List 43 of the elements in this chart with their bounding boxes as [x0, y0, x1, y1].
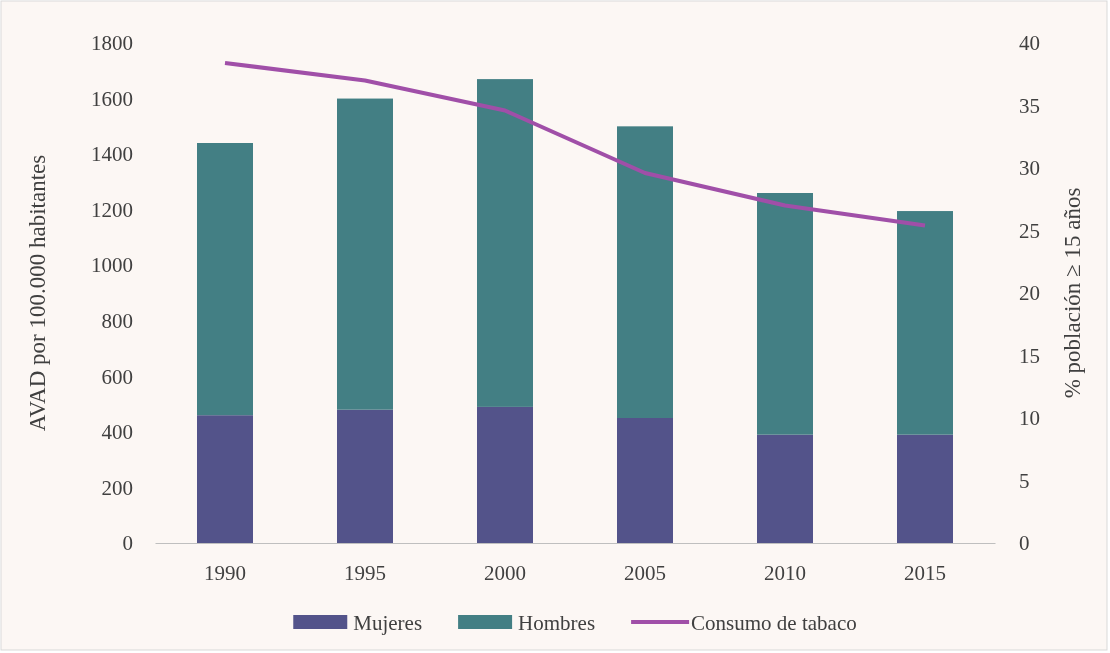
- y2-tick-label: 30: [1019, 156, 1040, 181]
- bar: [617, 418, 673, 543]
- y2-tick-label: 40: [1019, 31, 1040, 56]
- bar: [477, 79, 533, 407]
- y2-tick-label: 0: [1019, 531, 1030, 556]
- y2-tick-label: 5: [1019, 468, 1030, 493]
- legend-label: Consumo de tabaco: [691, 611, 857, 635]
- x-tick-label: 2015: [904, 560, 946, 585]
- bar: [197, 415, 253, 543]
- y-tick-label: 600: [101, 364, 133, 389]
- x-tick-label: 2005: [624, 560, 666, 585]
- y-axis-title: AVAD por 100.000 habitantes: [25, 154, 50, 432]
- bar: [477, 406, 533, 543]
- bar: [757, 193, 813, 435]
- y-tick-label: 1000: [91, 253, 133, 278]
- bar: [897, 211, 953, 435]
- y-tick-label: 1200: [91, 197, 133, 222]
- legend-label: Mujeres: [353, 611, 423, 635]
- legend-label: Hombres: [518, 611, 596, 635]
- x-tick-label: 2000: [484, 560, 526, 585]
- x-tick-label: 2010: [764, 560, 806, 585]
- y-tick-label: 1400: [91, 142, 133, 167]
- y-tick-label: 0: [122, 531, 133, 556]
- y-tick-label: 200: [101, 475, 133, 500]
- bar: [337, 98, 393, 410]
- line-series: [223, 61, 927, 228]
- bar: [197, 143, 253, 416]
- y-tick-label: 400: [101, 420, 133, 445]
- x-tick-label: 1990: [204, 560, 246, 585]
- bar: [337, 409, 393, 543]
- x-tick-label: 1995: [344, 560, 386, 585]
- y2-axis-title: % población ≥ 15 años: [1060, 187, 1085, 399]
- y-tick-label: 1800: [91, 31, 133, 56]
- y2-tick-label: 10: [1019, 406, 1040, 431]
- y2-tick-label: 25: [1019, 218, 1040, 243]
- y-tick-label: 800: [101, 309, 133, 333]
- bar: [757, 434, 813, 543]
- bar: [897, 434, 953, 543]
- y2-tick-label: 35: [1019, 93, 1040, 118]
- bar: [617, 126, 673, 418]
- y-tick-label: 1600: [91, 86, 133, 111]
- y2-tick-label: 15: [1019, 343, 1040, 368]
- y2-tick-label: 20: [1019, 281, 1040, 306]
